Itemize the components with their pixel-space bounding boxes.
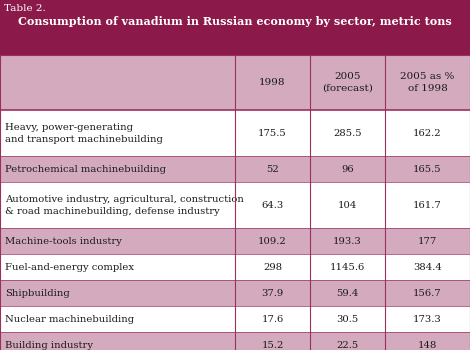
Text: Shipbuilding: Shipbuilding xyxy=(5,288,70,298)
Bar xyxy=(0,55,470,110)
Text: 162.2: 162.2 xyxy=(413,128,442,138)
Text: 177: 177 xyxy=(418,237,437,245)
Text: Petrochemical machinebuilding: Petrochemical machinebuilding xyxy=(5,164,166,174)
Text: Nuclear machinebuilding: Nuclear machinebuilding xyxy=(5,315,134,323)
Bar xyxy=(0,110,470,156)
Text: 59.4: 59.4 xyxy=(337,288,359,298)
Text: 96: 96 xyxy=(341,164,354,174)
Text: 156.7: 156.7 xyxy=(413,288,442,298)
Text: 15.2: 15.2 xyxy=(261,341,284,350)
Text: 384.4: 384.4 xyxy=(413,262,442,272)
Text: 298: 298 xyxy=(263,262,282,272)
Text: 161.7: 161.7 xyxy=(413,201,442,210)
Text: 2005: 2005 xyxy=(334,72,361,81)
Bar xyxy=(0,254,470,280)
Text: 37.9: 37.9 xyxy=(261,288,283,298)
Text: 2005 as %: 2005 as % xyxy=(400,72,454,81)
Text: 17.6: 17.6 xyxy=(261,315,283,323)
Text: 148: 148 xyxy=(418,341,437,350)
Text: 193.3: 193.3 xyxy=(333,237,362,245)
Text: Heavy, power-generating: Heavy, power-generating xyxy=(5,124,133,133)
Text: 22.5: 22.5 xyxy=(337,341,359,350)
Text: 104: 104 xyxy=(338,201,357,210)
Text: and transport machinebuilding: and transport machinebuilding xyxy=(5,134,163,144)
Bar xyxy=(0,0,470,55)
Text: Automotive industry, agricultural, construction: Automotive industry, agricultural, const… xyxy=(5,196,244,204)
Text: Consumption of vanadium in Russian economy by sector, metric tons: Consumption of vanadium in Russian econo… xyxy=(18,16,452,27)
Text: 30.5: 30.5 xyxy=(337,315,359,323)
Text: 109.2: 109.2 xyxy=(258,237,287,245)
Bar xyxy=(0,280,470,306)
Text: & road machinebuilding, defense industry: & road machinebuilding, defense industry xyxy=(5,206,220,216)
Text: Fuel-and-energy complex: Fuel-and-energy complex xyxy=(5,262,134,272)
Text: 175.5: 175.5 xyxy=(258,128,287,138)
Text: Machine-tools industry: Machine-tools industry xyxy=(5,237,122,245)
Text: 173.3: 173.3 xyxy=(413,315,442,323)
Text: 1998: 1998 xyxy=(259,78,286,87)
Bar xyxy=(0,306,470,332)
Text: of 1998: of 1998 xyxy=(407,84,447,93)
Text: 165.5: 165.5 xyxy=(413,164,442,174)
Text: 285.5: 285.5 xyxy=(333,128,362,138)
Text: 64.3: 64.3 xyxy=(261,201,283,210)
Text: 1145.6: 1145.6 xyxy=(330,262,365,272)
Text: 52: 52 xyxy=(266,164,279,174)
Bar xyxy=(0,156,470,182)
Bar xyxy=(0,182,470,228)
Bar xyxy=(0,332,470,350)
Text: Table 2.: Table 2. xyxy=(4,4,46,13)
Text: (forecast): (forecast) xyxy=(322,84,373,93)
Text: Building industry: Building industry xyxy=(5,341,93,350)
Bar xyxy=(0,228,470,254)
